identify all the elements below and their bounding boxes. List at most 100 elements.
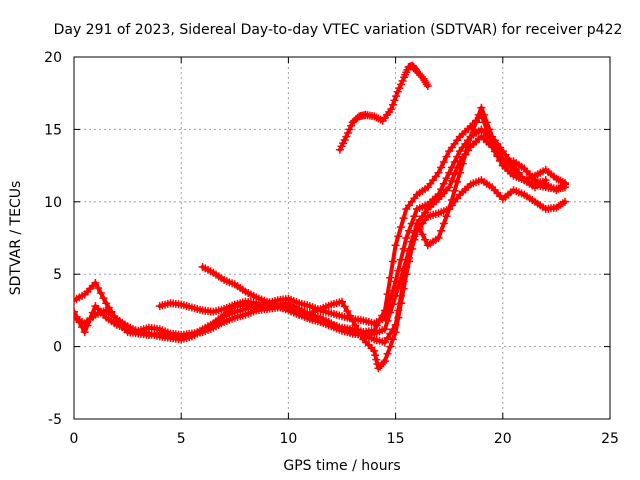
data-point bbox=[371, 351, 380, 360]
data-point bbox=[338, 297, 346, 306]
data-point bbox=[394, 232, 403, 241]
data-point bbox=[394, 313, 403, 322]
x-tick-label: 10 bbox=[279, 431, 297, 447]
data-point bbox=[379, 358, 388, 367]
y-tick-label: -5 bbox=[48, 412, 62, 428]
data-point bbox=[442, 212, 451, 221]
data-point bbox=[405, 226, 413, 235]
y-tick-label: 0 bbox=[53, 340, 62, 356]
data-point bbox=[74, 312, 81, 321]
data-point bbox=[372, 355, 381, 364]
data-point bbox=[347, 121, 356, 130]
data-point bbox=[86, 315, 95, 324]
data-point bbox=[398, 76, 407, 85]
data-point bbox=[421, 235, 430, 244]
data-point bbox=[388, 335, 397, 344]
data-point bbox=[343, 307, 352, 316]
y-tick-label: 15 bbox=[44, 122, 62, 138]
data-point bbox=[78, 323, 86, 332]
data-point bbox=[466, 132, 475, 141]
x-tick-label: 20 bbox=[494, 431, 512, 447]
data-point bbox=[464, 141, 472, 150]
data-point bbox=[388, 100, 397, 109]
data-point bbox=[386, 342, 395, 351]
data-point bbox=[102, 299, 111, 308]
data-point bbox=[91, 278, 100, 287]
data-point bbox=[386, 308, 395, 317]
data-point bbox=[434, 168, 443, 177]
data-point bbox=[392, 92, 401, 101]
chart-title: Day 291 of 2023, Sidereal Day-to-day VTE… bbox=[54, 22, 623, 38]
data-point bbox=[390, 96, 399, 105]
data-point bbox=[83, 321, 92, 330]
data-point bbox=[450, 186, 459, 195]
data-point bbox=[445, 168, 454, 177]
data-point bbox=[485, 125, 494, 134]
data-point bbox=[340, 302, 349, 311]
data-point bbox=[453, 152, 462, 161]
data-point bbox=[348, 316, 357, 325]
data-point bbox=[354, 325, 363, 334]
data-point bbox=[561, 197, 569, 206]
plot-frame bbox=[73, 56, 611, 420]
data-point bbox=[434, 234, 443, 242]
x-tick-label: 5 bbox=[177, 431, 186, 447]
data-point bbox=[415, 224, 424, 233]
data-point bbox=[439, 179, 448, 188]
data-point bbox=[422, 80, 431, 89]
data-point bbox=[450, 170, 459, 179]
data-point bbox=[472, 118, 480, 127]
data-point bbox=[351, 321, 360, 330]
data-point bbox=[399, 214, 408, 223]
series-line bbox=[74, 134, 567, 337]
data-point bbox=[391, 328, 400, 337]
data-point bbox=[397, 80, 405, 89]
data-point bbox=[437, 226, 446, 235]
data-point bbox=[391, 241, 400, 250]
data-point bbox=[488, 142, 497, 151]
data-point bbox=[410, 232, 419, 241]
data-point bbox=[418, 230, 427, 239]
data-point bbox=[380, 357, 389, 366]
data-point bbox=[561, 179, 569, 187]
data-point bbox=[380, 325, 389, 334]
data-point bbox=[386, 273, 395, 282]
y-tick-label: 5 bbox=[53, 267, 62, 283]
series-line bbox=[74, 127, 567, 340]
data-point bbox=[386, 329, 395, 338]
data-point bbox=[394, 266, 403, 275]
series-track-5 bbox=[198, 103, 550, 373]
data-point bbox=[402, 234, 411, 242]
data-point bbox=[442, 174, 451, 183]
y-axis-label: SDTVAR / TECUs bbox=[8, 181, 24, 296]
y-tick-label: 10 bbox=[44, 195, 62, 211]
series-layer bbox=[74, 61, 569, 373]
data-point bbox=[356, 330, 365, 339]
data-point bbox=[94, 284, 103, 292]
series-line bbox=[337, 63, 430, 152]
data-point bbox=[345, 125, 354, 134]
data-point bbox=[447, 196, 456, 204]
data-point bbox=[96, 289, 105, 297]
data-point bbox=[407, 244, 416, 253]
data-point bbox=[395, 84, 404, 93]
data-point bbox=[370, 346, 379, 355]
data-point bbox=[380, 338, 389, 347]
data-point bbox=[383, 333, 392, 342]
data-point bbox=[80, 328, 89, 337]
data-point bbox=[342, 132, 351, 141]
data-point bbox=[383, 349, 392, 358]
data-point bbox=[490, 147, 499, 156]
data-point bbox=[461, 150, 470, 159]
series-track-6 bbox=[335, 61, 432, 154]
data-point bbox=[447, 176, 456, 185]
data-point bbox=[477, 103, 486, 112]
data-point bbox=[74, 307, 78, 316]
data-point bbox=[437, 163, 446, 172]
data-point bbox=[99, 294, 108, 303]
data-point bbox=[346, 311, 354, 320]
data-point bbox=[423, 82, 432, 90]
data-point bbox=[455, 168, 464, 177]
data-point bbox=[496, 156, 505, 165]
